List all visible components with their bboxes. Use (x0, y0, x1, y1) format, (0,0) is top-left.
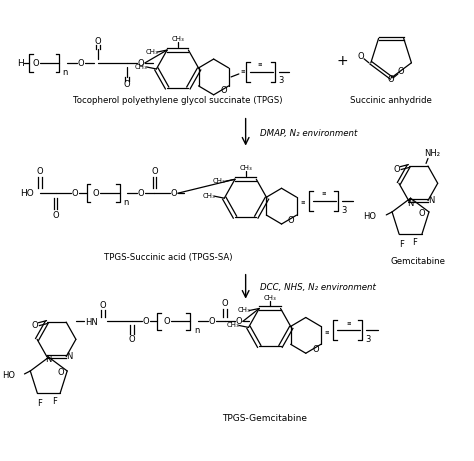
Text: TPGS-Gemcitabine: TPGS-Gemcitabine (222, 414, 308, 423)
Text: ≡: ≡ (346, 320, 351, 325)
Text: ≡: ≡ (325, 329, 329, 334)
Text: O: O (388, 76, 394, 84)
Text: CH₃: CH₃ (237, 307, 250, 313)
Text: O: O (124, 80, 131, 89)
Text: CH₃: CH₃ (145, 49, 158, 55)
Text: O: O (137, 59, 144, 67)
Text: DCC, NHS, N₂ environment: DCC, NHS, N₂ environment (260, 283, 376, 292)
Text: O: O (393, 165, 400, 173)
Text: DMAP, N₂ environment: DMAP, N₂ environment (260, 129, 357, 138)
Text: +: + (337, 54, 348, 68)
Text: n: n (63, 68, 68, 77)
Text: ≡: ≡ (240, 69, 245, 73)
Text: HO: HO (2, 372, 15, 380)
Text: 3: 3 (278, 77, 283, 85)
Text: O: O (151, 167, 158, 176)
Text: O: O (52, 211, 59, 219)
Text: O: O (57, 367, 64, 377)
Text: Succinic anhydride: Succinic anhydride (350, 96, 432, 105)
Text: N: N (428, 196, 434, 205)
Text: O: O (100, 301, 106, 310)
Text: F: F (52, 396, 57, 406)
Text: ≡: ≡ (322, 191, 327, 196)
Text: CH₃: CH₃ (264, 295, 276, 301)
Text: O: O (398, 67, 404, 77)
Text: 3: 3 (341, 206, 346, 215)
Text: O: O (142, 317, 149, 326)
Text: O: O (36, 167, 43, 176)
Text: N: N (66, 352, 73, 361)
Text: HO: HO (20, 189, 34, 198)
Text: Tocopherol polyethylene glycol succinate (TPGS): Tocopherol polyethylene glycol succinate… (73, 96, 283, 105)
Text: O: O (236, 317, 242, 326)
Text: ≡: ≡ (301, 200, 305, 205)
Text: O: O (72, 189, 78, 198)
Text: ≡: ≡ (258, 61, 263, 66)
Text: n: n (194, 326, 200, 335)
Text: TPGS-Succinic acid (TPGS-SA): TPGS-Succinic acid (TPGS-SA) (104, 254, 232, 262)
Text: Gemcitabine: Gemcitabine (391, 257, 446, 266)
Text: N: N (46, 355, 52, 364)
Text: O: O (358, 53, 365, 61)
Text: CH₃: CH₃ (172, 36, 184, 42)
Text: O: O (77, 59, 84, 67)
Text: N: N (407, 199, 414, 208)
Text: O: O (32, 320, 38, 330)
Text: O: O (312, 345, 319, 354)
Text: HO: HO (364, 213, 376, 221)
Text: CH₃: CH₃ (239, 165, 252, 171)
Text: F: F (399, 240, 403, 248)
Text: CH₃: CH₃ (135, 64, 147, 70)
Text: O: O (129, 335, 136, 344)
Text: CH₃: CH₃ (213, 178, 226, 184)
Text: CH₃: CH₃ (227, 322, 239, 328)
Text: O: O (164, 317, 170, 326)
Text: 3: 3 (365, 335, 371, 344)
Text: CH₃: CH₃ (202, 193, 215, 199)
Text: O: O (288, 216, 294, 225)
Text: NH₂: NH₂ (424, 149, 440, 158)
Text: F: F (412, 237, 417, 247)
Text: O: O (220, 86, 227, 95)
Text: O: O (171, 189, 177, 198)
Text: O: O (137, 189, 144, 198)
Text: O: O (209, 317, 215, 326)
Text: O: O (93, 189, 100, 198)
Text: n: n (124, 198, 129, 207)
Text: O: O (33, 59, 39, 67)
Text: O: O (222, 299, 228, 308)
Text: H: H (17, 59, 24, 67)
Text: O: O (95, 36, 101, 46)
Text: O: O (419, 209, 426, 218)
Text: HN: HN (85, 318, 98, 327)
Text: F: F (37, 399, 42, 408)
